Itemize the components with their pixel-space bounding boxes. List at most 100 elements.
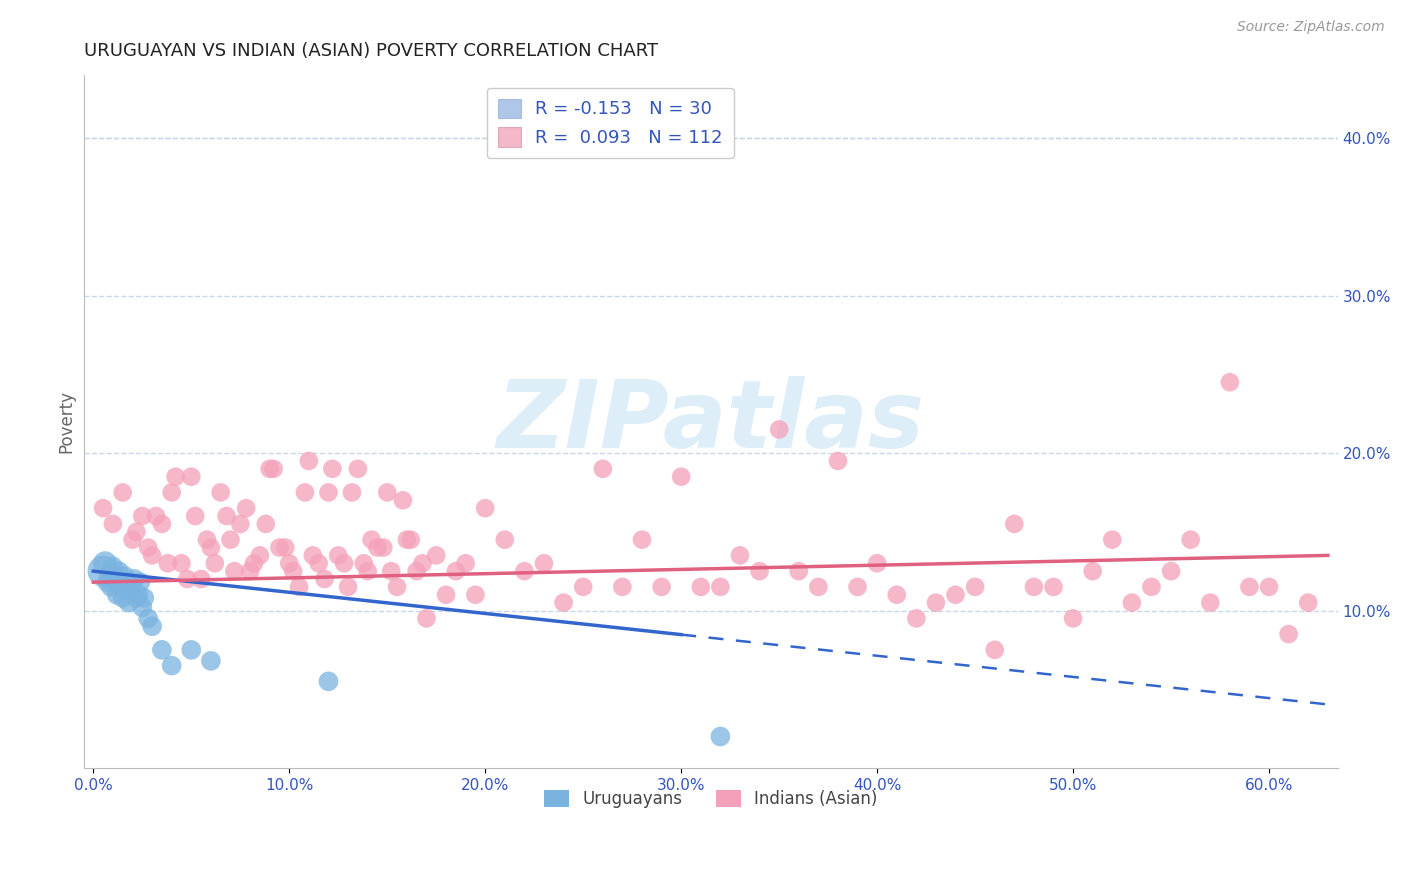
Point	[308, 556, 330, 570]
Point	[454, 556, 477, 570]
Point	[787, 564, 810, 578]
Point	[728, 549, 751, 563]
Point	[239, 564, 262, 578]
Point	[709, 580, 731, 594]
Point	[200, 541, 222, 555]
Legend: Uruguayans, Indians (Asian): Uruguayans, Indians (Asian)	[537, 783, 884, 815]
Point	[340, 485, 363, 500]
Point	[160, 658, 183, 673]
Point	[807, 580, 830, 594]
Point	[1101, 533, 1123, 547]
Point	[105, 588, 128, 602]
Point	[98, 569, 121, 583]
Point	[114, 569, 136, 583]
Point	[125, 591, 148, 605]
Point	[846, 580, 869, 594]
Point	[101, 559, 124, 574]
Point	[347, 462, 370, 476]
Point	[165, 469, 187, 483]
Point	[553, 596, 575, 610]
Point	[131, 509, 153, 524]
Point	[160, 485, 183, 500]
Point	[121, 580, 143, 594]
Point	[360, 533, 382, 547]
Point	[127, 588, 149, 602]
Point	[572, 580, 595, 594]
Point	[353, 556, 375, 570]
Point	[1199, 596, 1222, 610]
Point	[170, 556, 193, 570]
Point	[125, 524, 148, 539]
Point	[184, 509, 207, 524]
Point	[115, 575, 138, 590]
Point	[288, 580, 311, 594]
Point	[150, 643, 173, 657]
Point	[110, 580, 132, 594]
Point	[204, 556, 226, 570]
Point	[434, 588, 457, 602]
Point	[224, 564, 246, 578]
Point	[533, 556, 555, 570]
Point	[415, 611, 437, 625]
Point	[464, 588, 486, 602]
Point	[965, 580, 987, 594]
Point	[1219, 375, 1241, 389]
Point	[1081, 564, 1104, 578]
Point	[612, 580, 634, 594]
Point	[1258, 580, 1281, 594]
Point	[94, 556, 117, 570]
Point	[425, 549, 447, 563]
Point	[827, 454, 849, 468]
Point	[945, 588, 967, 602]
Point	[1062, 611, 1084, 625]
Point	[156, 556, 179, 570]
Point	[209, 485, 232, 500]
Point	[219, 533, 242, 547]
Point	[195, 533, 218, 547]
Point	[141, 549, 163, 563]
Point	[134, 591, 156, 605]
Point	[263, 462, 285, 476]
Point	[176, 572, 198, 586]
Point	[136, 611, 159, 625]
Point	[925, 596, 948, 610]
Point	[444, 564, 467, 578]
Point	[180, 643, 202, 657]
Point	[513, 564, 536, 578]
Point	[373, 541, 395, 555]
Point	[380, 564, 402, 578]
Point	[768, 422, 790, 436]
Point	[180, 469, 202, 483]
Point	[321, 462, 343, 476]
Point	[145, 509, 167, 524]
Point	[356, 564, 378, 578]
Point	[124, 572, 146, 586]
Point	[1042, 580, 1064, 594]
Point	[1296, 596, 1319, 610]
Point	[117, 596, 139, 610]
Point	[101, 516, 124, 531]
Point	[333, 556, 356, 570]
Point	[669, 469, 692, 483]
Point	[651, 580, 673, 594]
Point	[107, 564, 129, 578]
Point	[278, 556, 301, 570]
Point	[301, 549, 323, 563]
Point	[91, 501, 114, 516]
Point	[96, 575, 118, 590]
Point	[1239, 580, 1261, 594]
Text: ZIPatlas: ZIPatlas	[496, 376, 925, 467]
Point	[318, 674, 340, 689]
Point	[249, 549, 271, 563]
Point	[328, 549, 350, 563]
Point	[141, 619, 163, 633]
Point	[375, 485, 398, 500]
Point	[366, 541, 388, 555]
Point	[395, 533, 418, 547]
Point	[1121, 596, 1143, 610]
Point	[136, 541, 159, 555]
Point	[1160, 564, 1182, 578]
Point	[294, 485, 316, 500]
Point	[1002, 516, 1025, 531]
Point	[866, 556, 889, 570]
